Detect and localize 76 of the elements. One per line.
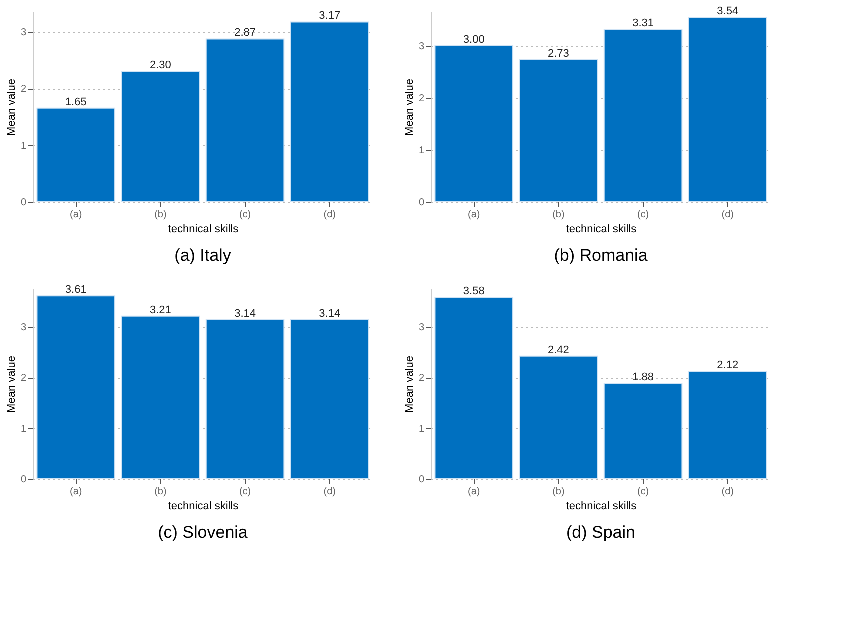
bar	[688, 17, 768, 202]
bar	[206, 38, 285, 202]
x-axis-title: technical skills	[168, 500, 240, 512]
bar	[519, 356, 598, 480]
bar	[519, 59, 598, 202]
data-label: 2.73	[548, 48, 570, 60]
data-label: 3.14	[319, 308, 341, 320]
y-axis-title: Mean value	[404, 356, 416, 413]
y-axis-title: Mean value	[6, 356, 18, 413]
data-label: 3.31	[632, 18, 654, 30]
bar	[434, 297, 514, 480]
bar	[206, 319, 285, 480]
y-tick-label: 0	[20, 198, 27, 208]
y-tick-label: 2	[418, 373, 425, 384]
bar	[604, 29, 683, 202]
x-tick-label: (b)	[154, 210, 167, 220]
x-axis-title: technical skills	[566, 224, 638, 236]
bar	[121, 316, 200, 480]
bar	[434, 45, 514, 202]
data-label: 2.30	[150, 60, 172, 72]
y-tick-label: 1	[418, 424, 425, 435]
y-tick-label: 1	[20, 140, 27, 152]
data-label: 1.65	[65, 96, 87, 108]
y-tick-label: 2	[20, 84, 27, 96]
data-label: 2.87	[234, 27, 256, 40]
bar	[688, 371, 768, 480]
y-axis-title: Mean value	[404, 79, 416, 136]
x-axis-title: technical skills	[566, 500, 638, 512]
data-label: 3.17	[319, 10, 341, 22]
x-tick-label: (a)	[70, 486, 82, 498]
x-tick-label: (d)	[324, 486, 336, 498]
x-tick-label: (c)	[637, 486, 650, 498]
x-tick-label: (a)	[70, 210, 82, 220]
data-label: 3.54	[717, 6, 739, 18]
x-tick-label: (c)	[637, 210, 650, 220]
y-tick-label: 3	[418, 41, 425, 52]
data-label: 3.21	[150, 304, 172, 316]
data-label: 2.12	[717, 360, 739, 372]
x-tick-label: (d)	[722, 486, 734, 498]
x-tick-label: (c)	[239, 486, 252, 498]
y-tick-label: 1	[20, 424, 27, 435]
bar	[36, 108, 116, 202]
y-tick-label: 2	[418, 93, 425, 104]
x-axis-title: technical skills	[168, 224, 240, 236]
bar	[36, 296, 116, 480]
x-tick-label: (a)	[468, 210, 480, 220]
y-axis-title: Mean value	[6, 79, 18, 136]
y-tick-label: 0	[418, 198, 425, 208]
data-label: 2.42	[548, 344, 570, 356]
text: (d) Spain	[566, 523, 636, 542]
y-tick-label: 1	[418, 145, 425, 156]
x-tick-label: (b)	[552, 210, 565, 220]
y-tick-label: 2	[20, 373, 27, 384]
x-tick-label: (d)	[324, 210, 336, 220]
x-tick-label: (a)	[468, 486, 480, 498]
data-label: 3.00	[463, 34, 485, 46]
x-tick-label: (d)	[722, 210, 734, 220]
text: (b) Romania	[554, 246, 648, 265]
x-tick-label: (b)	[552, 486, 565, 498]
data-label: 1.88	[632, 372, 654, 384]
text: (a) Italy	[174, 246, 232, 265]
y-tick-label: 3	[20, 27, 27, 38]
text: (c) Slovenia	[158, 523, 248, 542]
y-tick-label: 0	[20, 474, 27, 486]
y-tick-label: 3	[20, 322, 27, 334]
x-tick-label: (b)	[154, 486, 167, 498]
x-tick-label: (c)	[239, 210, 252, 220]
bar	[604, 383, 683, 480]
y-tick-label: 0	[418, 474, 425, 486]
data-label: 3.14	[234, 308, 256, 320]
data-label: 3.58	[463, 286, 485, 298]
bar	[290, 319, 370, 480]
data-label: 3.61	[65, 284, 87, 296]
bar	[290, 22, 370, 202]
y-tick-label: 3	[418, 322, 425, 334]
bar	[121, 71, 200, 202]
